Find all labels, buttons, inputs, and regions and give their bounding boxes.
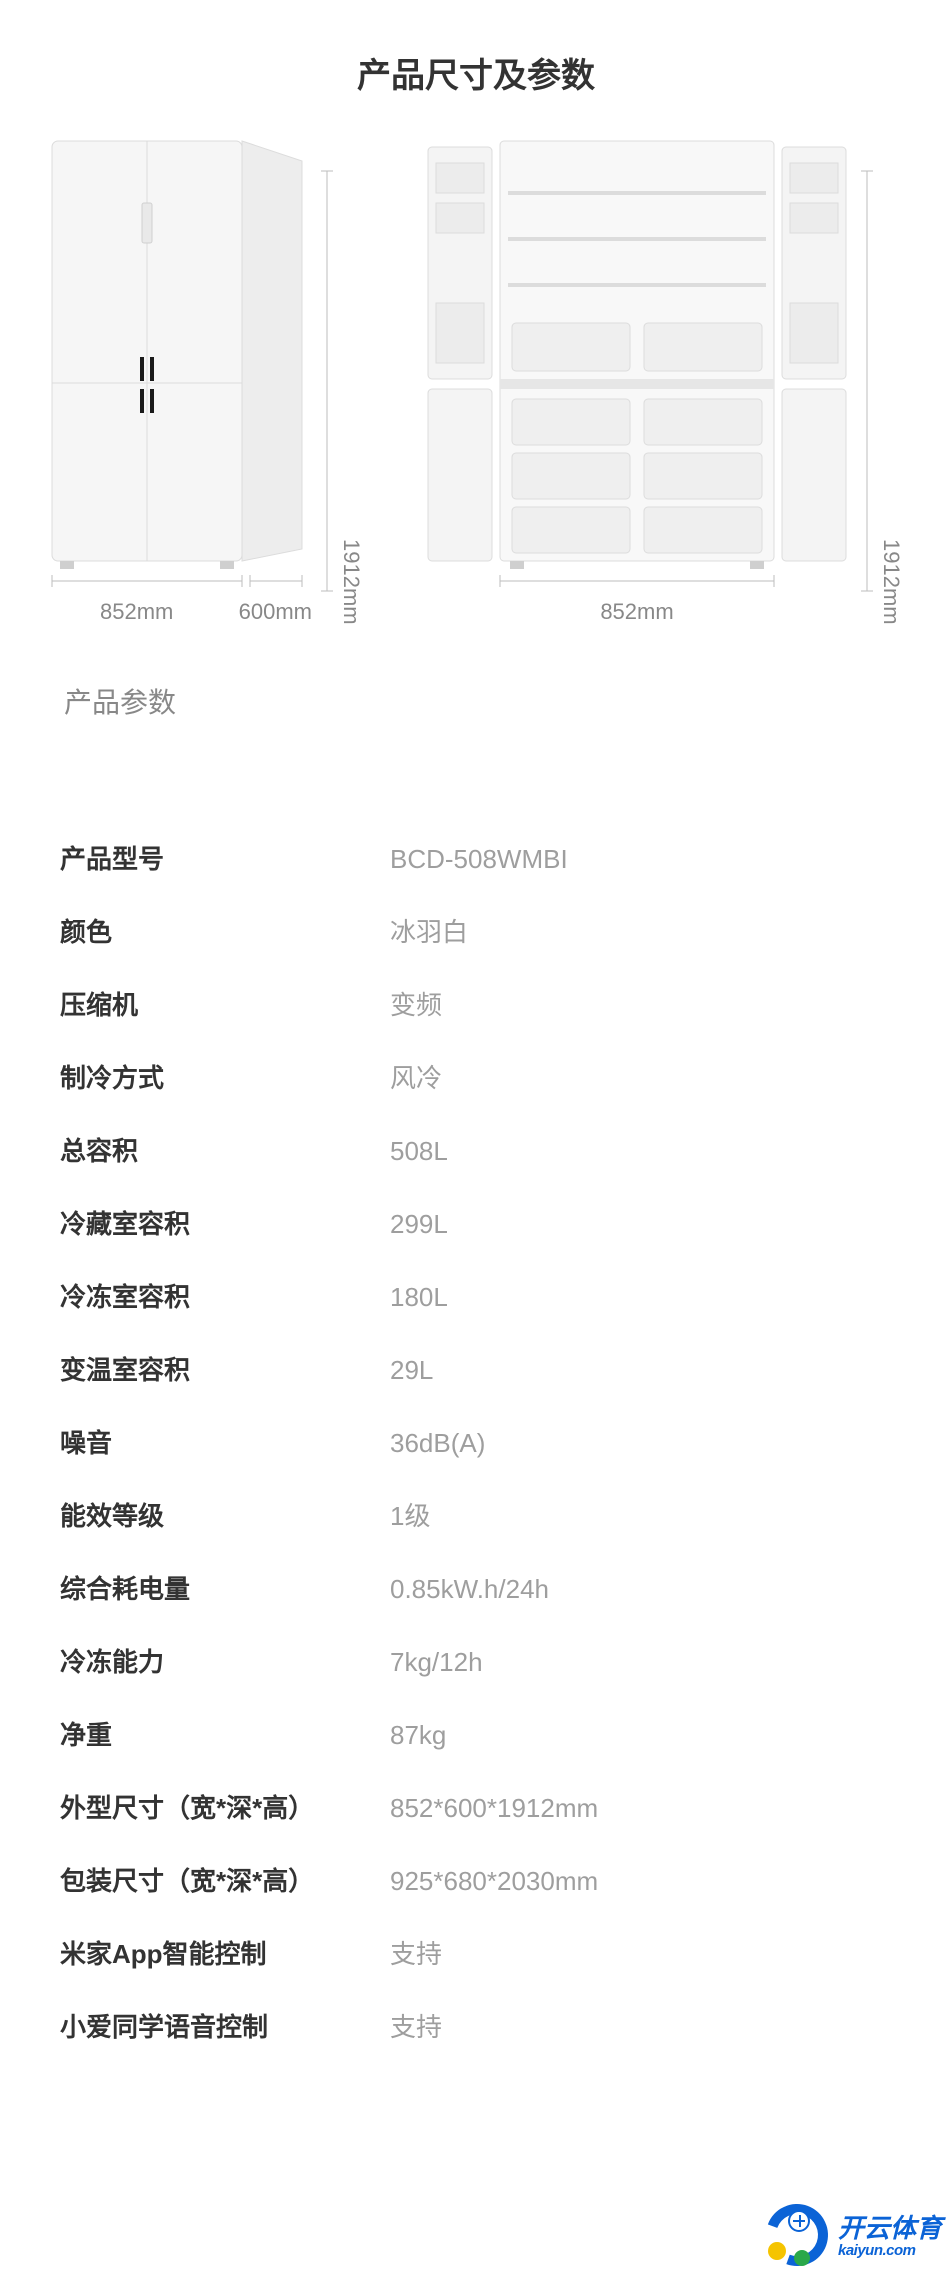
open-width-label: 852mm — [422, 593, 852, 625]
spec-value: 852*600*1912mm — [390, 1793, 598, 1824]
spec-row: 变温室容积29L — [60, 1332, 892, 1405]
spec-row: 米家App智能控制支持 — [60, 1916, 892, 1989]
spec-label: 制冷方式 — [60, 1058, 390, 1095]
spec-value: 变频 — [390, 985, 442, 1022]
spec-label: 压缩机 — [60, 985, 390, 1022]
spec-label: 噪音 — [60, 1423, 390, 1460]
spec-value: 299L — [390, 1209, 448, 1240]
watermark-logo-icon — [762, 2202, 832, 2272]
spec-label: 综合耗电量 — [60, 1569, 390, 1606]
spec-value: BCD-508WMBI — [390, 844, 568, 875]
open-height-bracket — [860, 167, 874, 595]
spec-value: 925*680*2030mm — [390, 1866, 598, 1897]
open-fridge-group: 852mm 1912mm — [422, 133, 908, 625]
spec-row: 外型尺寸（宽*深*高）852*600*1912mm — [60, 1770, 892, 1843]
spec-row: 总容积508L — [60, 1113, 892, 1186]
spec-value: 29L — [390, 1355, 433, 1386]
closed-width-label: 852mm — [100, 599, 173, 625]
spec-row: 压缩机变频 — [60, 967, 892, 1040]
spec-label: 外型尺寸（宽*深*高） — [60, 1788, 390, 1825]
spec-row: 综合耗电量0.85kW.h/24h — [60, 1551, 892, 1624]
spec-label: 米家App智能控制 — [60, 1934, 390, 1971]
spec-row: 小爱同学语音控制支持 — [60, 1989, 892, 2062]
spec-value: 风冷 — [390, 1058, 442, 1095]
spec-value: 36dB(A) — [390, 1428, 485, 1459]
spec-label: 冷藏室容积 — [60, 1204, 390, 1241]
spec-label: 小爱同学语音控制 — [60, 2007, 390, 2044]
section-title: 产品参数 — [0, 625, 952, 741]
watermark-en: kaiyun.com — [838, 2243, 942, 2259]
spec-row: 产品型号BCD-508WMBI — [60, 821, 892, 894]
spec-value: 冰羽白 — [390, 912, 468, 949]
fridge-open-illustration: 852mm — [422, 133, 852, 625]
spec-value: 支持 — [390, 2007, 442, 2044]
spec-value: 87kg — [390, 1720, 446, 1751]
spec-value: 0.85kW.h/24h — [390, 1574, 549, 1605]
spec-table: 产品型号BCD-508WMBI颜色冰羽白压缩机变频制冷方式风冷总容积508L冷藏… — [0, 741, 952, 2102]
page-title: 产品尺寸及参数 — [0, 0, 952, 133]
spec-label: 冷冻能力 — [60, 1642, 390, 1679]
watermark-cn: 开云体育 — [838, 2215, 942, 2242]
closed-depth-label: 600mm — [239, 599, 312, 625]
spec-label: 包装尺寸（宽*深*高） — [60, 1861, 390, 1898]
spec-label: 颜色 — [60, 912, 390, 949]
spec-row: 冷冻室容积180L — [60, 1259, 892, 1332]
spec-row: 冷冻能力7kg/12h — [60, 1624, 892, 1697]
spec-row: 噪音36dB(A) — [60, 1405, 892, 1478]
spec-label: 净重 — [60, 1715, 390, 1752]
dimension-diagram: 852mm 600mm 1912mm — [0, 133, 952, 625]
closed-fridge-group: 852mm 600mm 1912mm — [44, 133, 368, 625]
spec-row: 制冷方式风冷 — [60, 1040, 892, 1113]
spec-value: 7kg/12h — [390, 1647, 483, 1678]
spec-label: 产品型号 — [60, 839, 390, 876]
closed-height-label: 1912mm — [338, 539, 364, 625]
spec-value: 508L — [390, 1136, 448, 1167]
spec-label: 总容积 — [60, 1131, 390, 1168]
spec-row: 净重87kg — [60, 1697, 892, 1770]
closed-height-bracket — [320, 167, 334, 595]
watermark: 开云体育 kaiyun.com — [762, 2202, 942, 2272]
open-height-label: 1912mm — [878, 539, 904, 625]
spec-label: 变温室容积 — [60, 1350, 390, 1387]
spec-row: 冷藏室容积299L — [60, 1186, 892, 1259]
spec-label: 冷冻室容积 — [60, 1277, 390, 1314]
spec-label: 能效等级 — [60, 1496, 390, 1533]
spec-value: 180L — [390, 1282, 448, 1313]
fridge-closed-illustration: 852mm 600mm — [44, 133, 312, 625]
spec-value: 1级 — [390, 1496, 430, 1533]
spec-row: 包装尺寸（宽*深*高）925*680*2030mm — [60, 1843, 892, 1916]
spec-row: 颜色冰羽白 — [60, 894, 892, 967]
spec-value: 支持 — [390, 1934, 442, 1971]
spec-row: 能效等级1级 — [60, 1478, 892, 1551]
